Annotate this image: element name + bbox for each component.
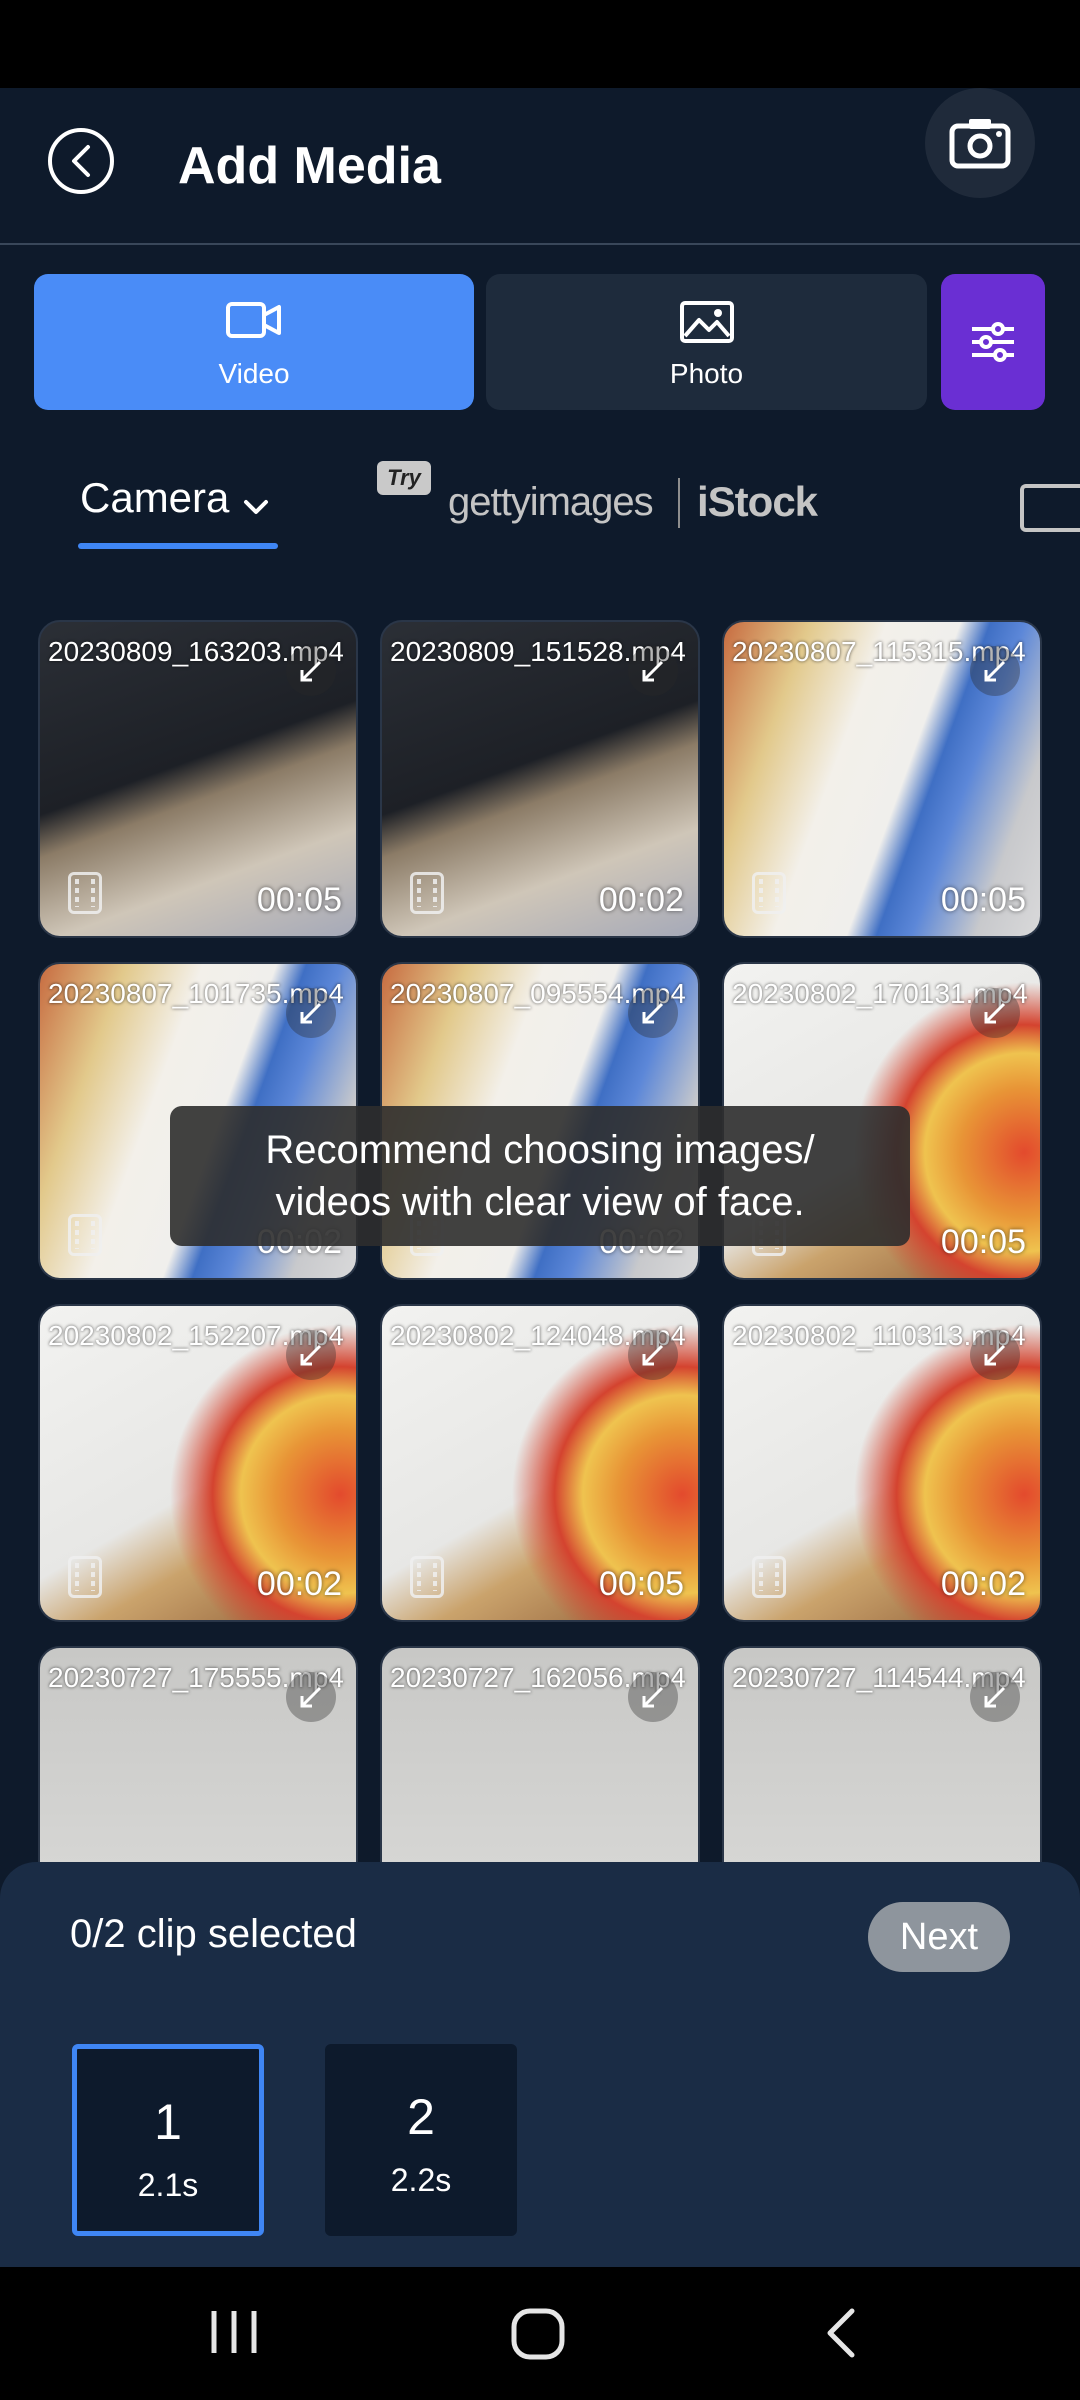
selection-count: 0/2 clip selected xyxy=(70,1912,357,1956)
sliders-icon xyxy=(972,322,1014,362)
film-icon xyxy=(410,1556,444,1598)
header: Add Media xyxy=(0,88,1080,245)
media-tile[interactable]: 20230727_114544.mp4 xyxy=(722,1646,1042,1862)
media-filename: 20230727_162056.mp4 xyxy=(390,1662,686,1693)
media-tile[interactable]: 20230802_124048.mp4 00:05 xyxy=(380,1304,700,1622)
media-filename: 20230802_152207.mp4 xyxy=(48,1320,344,1351)
film-icon xyxy=(68,1214,102,1256)
status-bar xyxy=(0,0,1080,88)
tab-video-label: Video xyxy=(218,358,290,389)
expand-icon[interactable] xyxy=(286,646,336,696)
clip-slot-number: 1 xyxy=(154,2094,182,2150)
film-icon xyxy=(68,872,102,914)
back-button[interactable] xyxy=(48,128,114,194)
expand-icon[interactable] xyxy=(970,1330,1020,1380)
clip-slot-1[interactable]: 1 2.1s xyxy=(72,2044,264,2236)
media-tile[interactable]: 20230809_151528.mp4 00:02 xyxy=(380,620,700,938)
media-tile[interactable]: 20230807_115315.mp4 00:05 xyxy=(722,620,1042,938)
media-filename: 20230802_110313.mp4 xyxy=(732,1320,1026,1351)
try-badge[interactable]: Try xyxy=(377,461,431,495)
istock-logo[interactable]: iStock xyxy=(697,478,818,525)
filter-button[interactable] xyxy=(941,274,1045,410)
expand-icon[interactable] xyxy=(628,1330,678,1380)
camera-button[interactable] xyxy=(925,88,1035,198)
toast-line-1: Recommend choosing images/ xyxy=(265,1128,815,1172)
tab-video[interactable]: Video xyxy=(34,274,474,410)
media-tile[interactable]: 20230727_175555.mp4 xyxy=(38,1646,358,1862)
media-filename: 20230809_151528.mp4 xyxy=(390,636,686,667)
expand-icon[interactable] xyxy=(970,1672,1020,1722)
clip-slot-2[interactable]: 2 2.2s xyxy=(325,2044,517,2236)
media-filename: 20230807_115315.mp4 xyxy=(732,636,1026,667)
media-tile[interactable]: 20230802_152207.mp4 00:02 xyxy=(38,1304,358,1622)
media-filename: 20230802_170131.mp4 xyxy=(732,978,1028,1009)
media-filename: 20230727_114544.mp4 xyxy=(732,1662,1026,1693)
back-nav-icon[interactable] xyxy=(822,2307,858,2359)
media-duration: 00:05 xyxy=(598,1565,684,1603)
media-tile[interactable]: 20230727_162056.mp4 xyxy=(380,1646,700,1862)
clip-slot-number: 2 xyxy=(407,2089,435,2145)
film-icon xyxy=(410,872,444,914)
media-duration: 00:05 xyxy=(940,881,1026,919)
face-recommendation-toast: Recommend choosing images/ videos with c… xyxy=(170,1106,910,1246)
gettyimages-logo[interactable]: gettyimages xyxy=(448,480,654,524)
expand-icon[interactable] xyxy=(970,988,1020,1038)
expand-icon[interactable] xyxy=(286,988,336,1038)
expand-icon[interactable] xyxy=(628,1672,678,1722)
tab-photo-label: Photo xyxy=(669,358,744,389)
media-filename: 20230809_163203.mp4 xyxy=(48,636,344,667)
home-icon[interactable] xyxy=(510,2307,566,2361)
media-filename: 20230807_101735.mp4 xyxy=(48,978,344,1009)
expand-icon[interactable] xyxy=(628,646,678,696)
media-duration: 00:02 xyxy=(940,1565,1026,1603)
toast-line-2: videos with clear view of face. xyxy=(275,1180,805,1224)
expand-icon[interactable] xyxy=(970,646,1020,696)
source-tab-camera[interactable]: Camera xyxy=(80,474,269,525)
tab-photo[interactable]: Photo xyxy=(486,274,927,410)
expand-icon[interactable] xyxy=(286,1330,336,1380)
media-duration: 00:05 xyxy=(940,1223,1026,1261)
source-tab-label: Camera xyxy=(80,474,230,521)
camera-icon xyxy=(949,119,1011,169)
logo-divider xyxy=(678,478,680,528)
selection-panel: 0/2 clip selected Next 1 2.1s 2 2.2s xyxy=(0,1862,1080,2267)
media-filename: 20230807_095554.mp4 xyxy=(390,978,686,1009)
media-filename: 20230802_124048.mp4 xyxy=(390,1320,686,1351)
recent-apps-icon[interactable] xyxy=(206,2307,262,2357)
film-icon xyxy=(752,1556,786,1598)
media-tile[interactable]: 20230809_163203.mp4 00:05 xyxy=(38,620,358,938)
media-filename: 20230727_175555.mp4 xyxy=(48,1662,344,1693)
expand-icon[interactable] xyxy=(628,988,678,1038)
media-duration: 00:05 xyxy=(256,881,342,919)
media-duration: 00:02 xyxy=(256,1565,342,1603)
source-tab-underline xyxy=(78,543,278,549)
page-title: Add Media xyxy=(178,137,441,195)
clip-slot-length: 2.2s xyxy=(390,2162,452,2198)
more-source-icon[interactable] xyxy=(1020,484,1080,532)
system-nav-bar xyxy=(0,2267,1080,2400)
expand-icon[interactable] xyxy=(286,1672,336,1722)
chevron-down-icon xyxy=(243,477,269,525)
film-icon xyxy=(68,1556,102,1598)
image-icon xyxy=(679,301,734,343)
film-icon xyxy=(752,872,786,914)
clip-slot-length: 2.1s xyxy=(137,2167,199,2203)
next-button[interactable]: Next xyxy=(868,1902,1010,1972)
chevron-left-icon xyxy=(72,145,90,177)
media-duration: 00:02 xyxy=(598,881,684,919)
media-tile[interactable]: 20230802_110313.mp4 00:02 xyxy=(722,1304,1042,1622)
video-camera-icon xyxy=(226,302,281,338)
